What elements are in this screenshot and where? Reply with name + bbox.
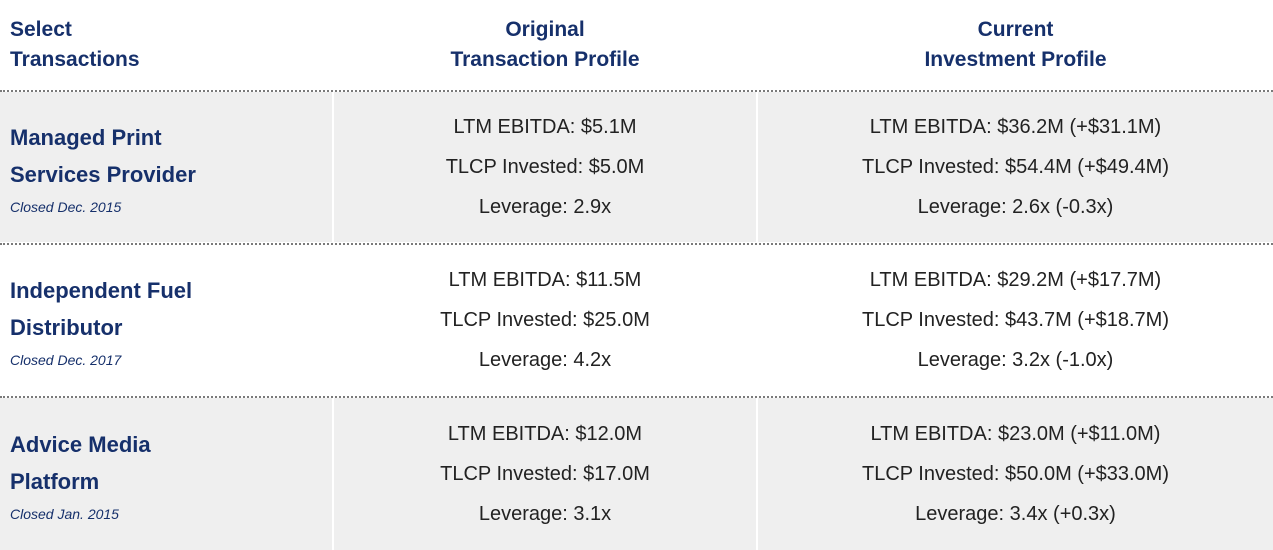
metric: LTM EBITDA: $12.0M (447, 423, 643, 445)
metric: TLCP Invested: $17.0M (440, 463, 650, 485)
transaction-name: Independent Fuel Distributor (10, 278, 193, 340)
metric: TLCP Invested: $5.0M (445, 156, 645, 178)
header-line: Investment Profile (924, 48, 1107, 71)
transaction-name: Managed Print Services Provider (10, 125, 196, 187)
transaction-cell: Managed Print Services Provider Closed De… (0, 92, 332, 242)
closed-date: Closed Dec. 2017 (10, 352, 122, 368)
table-row: Managed Print Services Provider Closed De… (0, 90, 1273, 242)
closed-date: Closed Dec. 2015 (10, 199, 122, 215)
transaction-name: Advice Media Platform (10, 432, 151, 494)
metric: LTM EBITDA: $11.5M (448, 269, 642, 291)
current-profile-cell: LTM EBITDA: $36.2M (+$31.1M) TLCP Investe… (758, 92, 1273, 242)
metric: TLCP Invested: $43.7M (+$18.7M) (861, 309, 1169, 331)
original-profile-cell: LTM EBITDA: $11.5M TLCP Invested: $25.0M L… (334, 245, 756, 395)
column-header: Current Investment Profile (758, 0, 1273, 90)
metric: Leverage: 2.6x (-0.3x) (917, 196, 1114, 218)
header-line: Transactions (10, 48, 140, 71)
metric: Leverage: 3.4x (+0.3x) (915, 503, 1116, 525)
metric: LTM EBITDA: $36.2M (+$31.1M) (869, 116, 1162, 138)
header-line: Select (10, 18, 72, 41)
original-profile-cell: LTM EBITDA: $5.1M TLCP Invested: $5.0M Lev… (334, 92, 756, 242)
column-header: Original Transaction Profile (334, 0, 756, 90)
metric: LTM EBITDA: $5.1M (453, 116, 637, 138)
column-header: Select Transactions (10, 0, 310, 90)
transaction-cell: Independent Fuel Distributor Closed Dec. … (0, 245, 332, 395)
closed-date: Closed Jan. 2015 (10, 506, 119, 522)
original-profile-cell: LTM EBITDA: $12.0M TLCP Invested: $17.0M L… (334, 398, 756, 550)
header-line: Original (505, 18, 585, 41)
transaction-cell: Advice Media Platform Closed Jan. 2015 (0, 398, 332, 550)
metric: Leverage: 3.2x (-1.0x) (917, 349, 1114, 371)
table-row: Independent Fuel Distributor Closed Dec. … (0, 243, 1273, 395)
metric: TLCP Invested: $25.0M (440, 309, 650, 331)
metric: TLCP Invested: $50.0M (+$33.0M) (861, 463, 1169, 485)
metric: LTM EBITDA: $23.0M (+$11.0M) (870, 423, 1161, 445)
metric: Leverage: 2.9x (478, 196, 612, 218)
metric: Leverage: 3.1x (478, 503, 612, 525)
current-profile-cell: LTM EBITDA: $23.0M (+$11.0M) TLCP Investe… (758, 398, 1273, 550)
metric: TLCP Invested: $54.4M (+$49.4M) (861, 156, 1169, 178)
current-profile-cell: LTM EBITDA: $29.2M (+$17.7M) TLCP Investe… (758, 245, 1273, 395)
metric: LTM EBITDA: $29.2M (+$17.7M) (869, 269, 1162, 291)
metric: Leverage: 4.2x (478, 349, 612, 371)
header-line: Transaction Profile (450, 48, 640, 71)
header-line: Current (977, 18, 1054, 41)
table-row: Advice Media Platform Closed Jan. 2015 LTM… (0, 396, 1273, 550)
